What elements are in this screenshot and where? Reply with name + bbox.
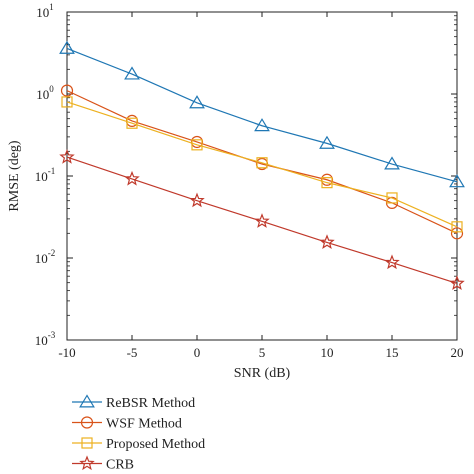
data-point-square (321, 177, 333, 189)
series-star (59, 148, 465, 291)
series-line (66, 156, 458, 284)
plot-frame (66, 11, 458, 341)
data-point-circle (60, 84, 74, 97)
legend-marker-square (81, 437, 93, 449)
legend-marker-triangle (79, 394, 95, 408)
data-point-triangle (124, 66, 140, 80)
series-square (61, 96, 463, 233)
data-point-triangle (449, 174, 465, 188)
data-point-square (191, 139, 203, 151)
legend-marker-circle (80, 416, 94, 429)
series-line (66, 101, 458, 228)
legend-label: ReBSR Method (106, 396, 195, 411)
data-point-circle (450, 227, 464, 240)
x-tick-label: -10 (58, 345, 75, 360)
legend-label: CRB (106, 458, 134, 473)
data-point-square (451, 221, 463, 233)
series-line (66, 90, 458, 234)
data-point-star (384, 254, 400, 270)
y-axis-label: RMSE (deg) (7, 140, 22, 212)
data-point-triangle (384, 156, 400, 170)
y-tick-label: 10-1 (35, 166, 56, 184)
x-tick-label: 0 (194, 345, 201, 360)
y-tick-label: 101 (36, 2, 54, 20)
data-point-square (386, 192, 398, 204)
data-point-square (61, 96, 73, 108)
data-point-triangle (59, 40, 75, 54)
data-point-star (59, 148, 75, 164)
y-tick-label: 10-3 (35, 330, 56, 348)
x-tick-label: 15 (386, 345, 399, 360)
data-point-triangle (319, 135, 335, 149)
legend-entry: ReBSR Method (72, 394, 195, 411)
legend-entry: WSF Method (72, 416, 182, 432)
data-point-triangle (189, 95, 205, 109)
data-point-star (319, 234, 335, 249)
x-tick-label: 5 (259, 345, 266, 360)
y-tick-label: 100 (36, 84, 54, 102)
data-point-star (189, 192, 205, 208)
data-point-star (124, 170, 140, 186)
data-point-triangle (254, 118, 270, 132)
legend-label: WSF Method (106, 417, 182, 432)
x-tick-label: -5 (127, 345, 138, 360)
legend-marker-star (79, 455, 95, 471)
series-triangle (59, 40, 465, 188)
legend-entry: Proposed Method (72, 437, 205, 452)
x-tick-label: 20 (451, 345, 464, 360)
data-point-star (449, 275, 465, 291)
legend-entry: CRB (72, 455, 134, 473)
x-tick-label: 10 (321, 345, 334, 360)
legend-label: Proposed Method (106, 437, 205, 452)
y-tick-label: 10-2 (35, 248, 56, 266)
data-point-star (254, 213, 270, 228)
x-axis-label: SNR (dB) (234, 366, 291, 381)
data-point-square (256, 157, 268, 169)
data-point-square (126, 117, 138, 129)
series-line (66, 47, 458, 183)
